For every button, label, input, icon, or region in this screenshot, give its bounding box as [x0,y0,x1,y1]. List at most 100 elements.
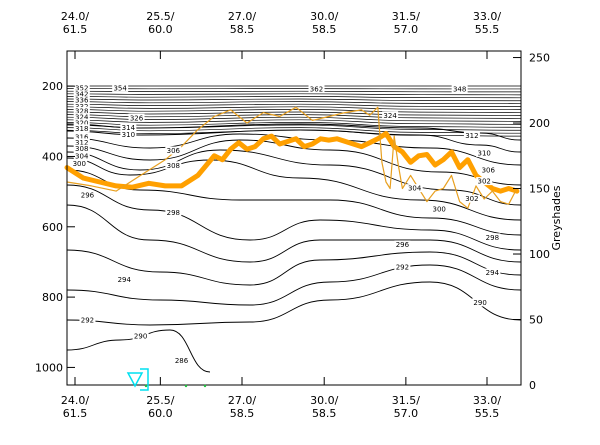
isentrope-label-bg [382,111,399,120]
isentrope-line [66,157,522,221]
isentrope-label: 302 [465,195,478,203]
isentrope-label: 310 [122,131,135,139]
y-left-tick-label: 200 [42,80,63,93]
isentrope-line [66,329,211,373]
isentrope-label-bg [73,102,90,111]
y-right-axis-label: Greyshades [550,185,563,250]
isentrope-label-bg [484,233,501,242]
isentrope-label-bg [73,124,90,133]
isentrope-line [66,123,522,141]
x-tick-label-bottom: 60.0 [148,407,173,420]
x-tick-label-top: 57.0 [394,23,419,36]
isentrope-label: 308 [75,145,88,153]
green-dot-marker [184,384,188,388]
isentrope-label: 286 [175,357,189,365]
isentrope-label-bg [132,331,149,340]
isentrope-line [66,281,522,326]
x-tick-label-top: 24.0/ [61,10,89,23]
isentrope-label: 304 [408,185,422,193]
isentrope-label: 306 [482,166,496,174]
isentrope-label: 290 [473,299,486,307]
x-tick-label-top: 61.5 [63,23,88,36]
isentrope-line [66,149,522,206]
isentrope-label: 352 [75,84,88,92]
isentrope-label: 348 [453,85,466,93]
isentrope-label-bg [120,130,137,139]
isentrope-label: 326 [130,114,144,122]
thick-greyshade-line [64,131,520,194]
x-tick-label-top: 55.5 [475,23,500,36]
isentrope-label-bg [463,194,480,203]
bracket-marker-icon [140,368,149,391]
isentrope-label-bg [73,106,90,115]
y-left-tick-label: 1000 [35,361,63,374]
isentrope-label: 312 [465,132,478,140]
isentrope-label-bg [165,146,182,155]
x-tick-label-bottom: 24.0/ [61,394,89,407]
isentrope-label-bg [71,159,88,168]
isentrope-label: 296 [81,192,95,200]
isentrope-label-bg [120,123,137,132]
isentrope-line [66,204,522,263]
isentrope-label: 342 [75,91,88,99]
isentrope-label: 336 [75,97,89,105]
isentrope-label-bg [73,83,90,92]
isentrope-label-bg [431,205,448,214]
x-tick-label-bottom: 33.0/ [473,394,501,407]
isentrope-label-bg [472,298,489,307]
isentrope-label: 294 [486,269,500,277]
isentrope-label: 298 [167,209,180,217]
y-right-tick-label: 50 [529,314,543,327]
isentrope-label-bg [165,208,182,217]
x-tick-label-top: 58.5 [230,23,255,36]
x-tick-label-top: 27.0/ [228,10,256,23]
isentrope-label: 328 [75,107,88,115]
isentrope-label-bg [128,113,145,122]
isentrope-label: 324 [75,114,89,122]
isentrope-label: 294 [118,276,132,284]
isentrope-label-bg [112,83,129,92]
isentrope-label: 302 [478,178,491,186]
isentrope-label: 296 [396,241,410,249]
isentrope-line [66,119,522,125]
isentrope-label-bg [73,138,90,147]
y-left-tick-label: 600 [42,221,63,234]
x-tick-label-bottom: 61.5 [63,407,88,420]
isentrope-label: 300 [73,160,86,168]
isentrope-label-bg [79,191,96,200]
thin-greyshade-line [66,106,518,209]
isentrope-label-bg [476,177,493,186]
x-tick-label-top: 30.0/ [310,10,338,23]
isentrope-label-bg [79,315,96,324]
isentrope-label: 290 [134,332,147,340]
isentrope-line [66,93,522,96]
x-tick-label-bottom: 31.5/ [392,394,420,407]
isentrope-label: 298 [486,234,499,242]
y-right-tick-label: 100 [529,248,550,261]
isentrope-label-bg [73,119,90,128]
isentrope-label: 320 [75,120,88,128]
isentrope-line [66,169,522,236]
isentrope-line [66,249,522,286]
isentrope-label: 318 [75,125,88,133]
isentrope-label-bg [480,165,497,174]
x-tick-label-bottom: 57.0 [394,407,419,420]
isentrope-label-bg [394,263,411,272]
isentrope-line [66,109,522,113]
isentrope-label: 316 [75,134,89,142]
x-tick-label-bottom: 30.0/ [310,394,338,407]
isentrope-label: 324 [383,112,397,120]
isentrope-label-bg [73,144,90,153]
isentrope-label: 312 [75,139,88,147]
isentrope-line [66,184,522,251]
isentrope-label-bg [73,133,90,142]
plot-frame [66,50,522,386]
isentrope-line [66,101,522,105]
isentrope-label-bg [73,96,90,105]
isentrope-line [66,129,522,153]
axis-ticks: 24.0/61.524.0/61.525.5/60.025.5/60.027.0… [35,10,550,420]
isentrope-label: 314 [122,124,136,132]
isentrope-label-bg [73,113,90,122]
x-tick-label-bottom: 58.5 [312,407,337,420]
